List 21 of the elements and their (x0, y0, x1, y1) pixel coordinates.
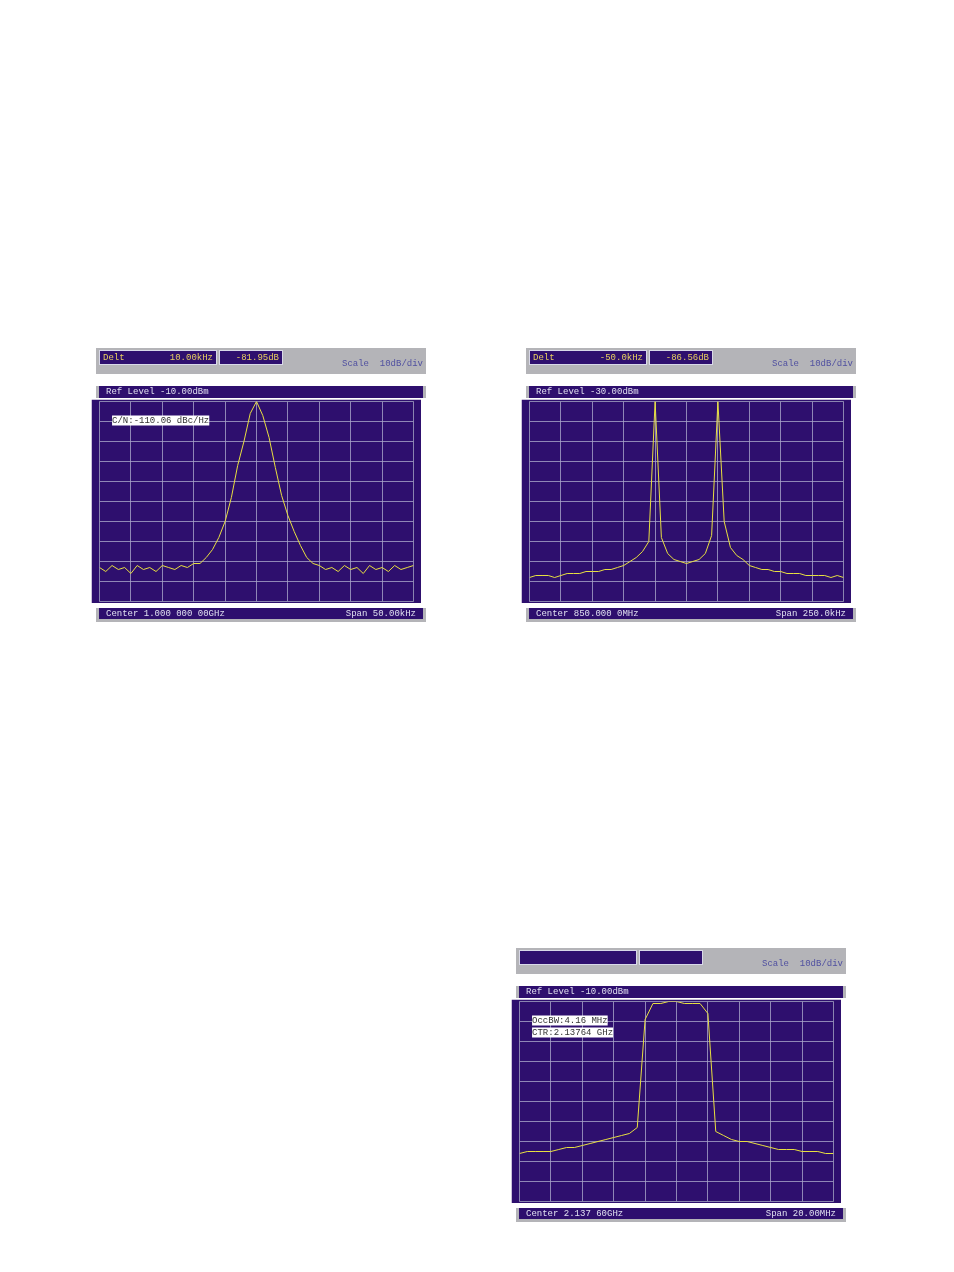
chart-subtitle: Scale 10dB/div (341, 358, 423, 371)
chart-title: Ref Level -30.00dBm (526, 386, 856, 398)
text: Span 250.0kHz (775, 608, 846, 620)
text: Center 850.000 0MHz (536, 608, 639, 620)
chart-subtitle: Scale 10dB/div (761, 958, 843, 971)
text: -50.0kHz (599, 352, 643, 365)
text: Center 2.137 60GHz (526, 1208, 624, 1220)
text: -86.56dB (649, 350, 713, 365)
annotation: CTR:2.13764 GHz (532, 1027, 614, 1038)
annotation: C/N:-110.06 dBc/Hz (112, 415, 210, 426)
text: 10.00kHz (169, 352, 213, 365)
chart-title: Ref Level -10.00dBm (516, 986, 846, 998)
chart-title: Ref Level -10.00dBm (96, 386, 426, 398)
text: Span 50.00kHz (345, 608, 416, 620)
text: Center 1.000 000 00GHz (106, 608, 225, 620)
text: Delt (533, 352, 555, 365)
annotation: OccBW:4.16 MHz (532, 1015, 608, 1026)
text: Span 20.00MHz (765, 1208, 836, 1220)
chart-subtitle: Scale 10dB/div (771, 358, 853, 371)
text: -81.95dB (219, 350, 283, 365)
text: Delt (103, 352, 125, 365)
